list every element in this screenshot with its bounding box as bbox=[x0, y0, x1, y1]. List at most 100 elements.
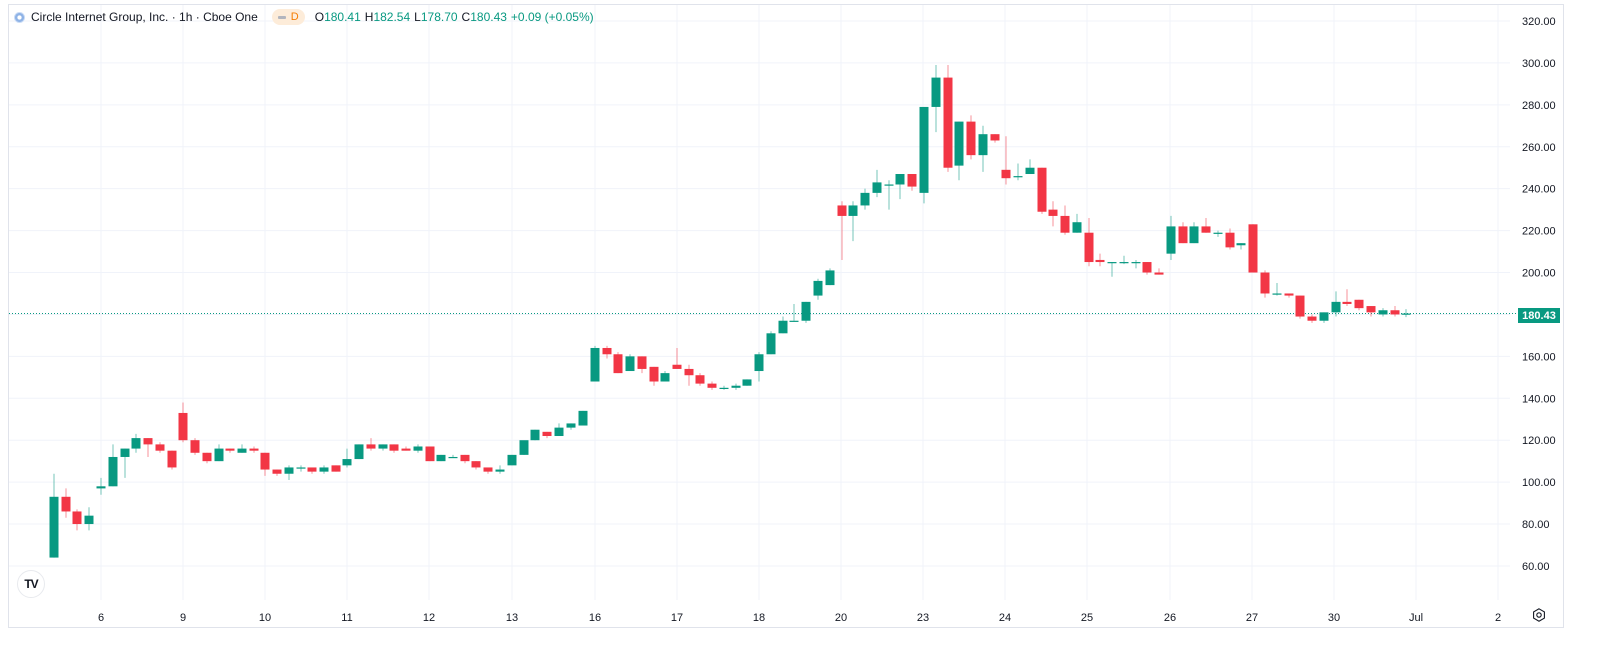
candle-body bbox=[990, 134, 1000, 141]
candle-body bbox=[943, 77, 953, 168]
open-label: O bbox=[314, 10, 325, 24]
candle-body bbox=[495, 469, 505, 472]
candle-body bbox=[1025, 167, 1035, 175]
candle-body bbox=[1390, 310, 1400, 315]
candle-body bbox=[72, 511, 82, 525]
candle-body bbox=[436, 454, 446, 462]
candle-body bbox=[237, 448, 247, 453]
candle-body bbox=[378, 444, 388, 449]
market-status-flag[interactable]: D bbox=[271, 9, 305, 25]
candle-body bbox=[966, 121, 976, 156]
candle-body bbox=[143, 438, 153, 445]
change-value: +0.09 (+0.05%) bbox=[510, 10, 594, 24]
candle-body bbox=[637, 356, 647, 369]
x-axis-label: 17 bbox=[671, 612, 683, 624]
close-value: 180.43 bbox=[470, 10, 507, 24]
candle-body bbox=[389, 444, 399, 451]
candle-body bbox=[1307, 316, 1317, 321]
candle-body bbox=[754, 354, 764, 372]
y-axis-label: 300.00 bbox=[1522, 58, 1556, 70]
candle-body bbox=[742, 379, 752, 386]
candle-body bbox=[1001, 169, 1011, 179]
candle-body bbox=[1178, 226, 1188, 244]
x-axis-label: 24 bbox=[999, 612, 1011, 624]
candle-body bbox=[719, 387, 729, 389]
candle-body bbox=[1072, 222, 1082, 233]
x-axis-label: 23 bbox=[917, 612, 929, 624]
candle-body bbox=[190, 440, 200, 453]
candle-body bbox=[978, 134, 988, 156]
candle-body bbox=[778, 320, 788, 334]
y-axis-label: 280.00 bbox=[1522, 100, 1556, 112]
candle-body bbox=[530, 429, 540, 441]
x-axis-label: 6 bbox=[98, 612, 104, 624]
x-axis-label: 16 bbox=[589, 612, 601, 624]
candle-body bbox=[649, 366, 659, 382]
candle-body bbox=[342, 459, 352, 466]
candle-body bbox=[825, 270, 835, 286]
candle-body bbox=[1119, 262, 1129, 264]
candle-body bbox=[813, 280, 823, 296]
candle-body bbox=[167, 450, 177, 468]
candle-body bbox=[307, 467, 317, 472]
candle-body bbox=[1236, 243, 1246, 246]
tradingview-logo[interactable]: TV bbox=[17, 570, 45, 598]
candle-body bbox=[672, 364, 682, 369]
candle-body bbox=[1342, 301, 1352, 304]
candle-body bbox=[214, 448, 224, 462]
candle-body bbox=[907, 174, 917, 187]
candle-body bbox=[448, 456, 458, 459]
x-axis-label: 11 bbox=[341, 612, 352, 624]
y-axis-label: 200.00 bbox=[1522, 268, 1556, 280]
candle-body bbox=[1284, 293, 1294, 296]
chart-frame bbox=[8, 4, 1564, 628]
high-label: H bbox=[364, 10, 374, 24]
settings-gear-icon[interactable] bbox=[1532, 608, 1546, 622]
candle-body bbox=[625, 356, 635, 372]
y-axis-label: 100.00 bbox=[1522, 477, 1556, 489]
candle-body bbox=[1354, 299, 1364, 309]
candle-body bbox=[1142, 262, 1152, 273]
candle-body bbox=[1319, 312, 1329, 321]
candle-body bbox=[84, 515, 94, 525]
candle-body bbox=[766, 333, 776, 355]
x-axis-label: 30 bbox=[1328, 612, 1340, 624]
candle-body bbox=[1366, 306, 1376, 313]
candle-body bbox=[519, 440, 529, 455]
candle-body bbox=[695, 375, 705, 384]
candle-body bbox=[120, 448, 130, 457]
candle-body bbox=[272, 469, 282, 474]
candle-body bbox=[413, 446, 423, 451]
candle-body bbox=[1401, 313, 1411, 315]
y-axis-label: 260.00 bbox=[1522, 142, 1556, 154]
candle-body bbox=[1166, 226, 1176, 254]
candle-body bbox=[1331, 301, 1341, 313]
candle-body bbox=[931, 77, 941, 107]
candle-body bbox=[260, 452, 270, 470]
candle-body bbox=[284, 467, 294, 474]
candle-body bbox=[225, 448, 235, 451]
open-value: 180.41 bbox=[324, 10, 361, 24]
candle-body bbox=[1248, 224, 1258, 273]
x-axis-label: 26 bbox=[1164, 612, 1176, 624]
candle-body bbox=[401, 448, 411, 451]
y-axis-label: 240.00 bbox=[1522, 184, 1556, 196]
candle-body bbox=[590, 347, 600, 382]
candle-body bbox=[108, 456, 118, 487]
candle-body bbox=[49, 496, 59, 558]
candle-body bbox=[1048, 209, 1058, 216]
symbol-title[interactable]: Circle Internet Group, Inc. · 1h · Cboe … bbox=[31, 10, 258, 24]
x-axis-label: Jul bbox=[1409, 612, 1423, 624]
candle-body bbox=[155, 444, 165, 451]
candle-body bbox=[61, 496, 71, 512]
candle-body bbox=[96, 486, 106, 489]
candle-body bbox=[507, 454, 517, 466]
candle-body bbox=[1107, 262, 1117, 264]
x-axis-label: 18 bbox=[753, 612, 765, 624]
x-axis-label: 25 bbox=[1081, 612, 1093, 624]
candle-body bbox=[471, 461, 481, 468]
y-axis-label: 140.00 bbox=[1522, 393, 1556, 405]
candle-body bbox=[1131, 262, 1141, 264]
y-axis-label: 320.00 bbox=[1522, 16, 1556, 28]
